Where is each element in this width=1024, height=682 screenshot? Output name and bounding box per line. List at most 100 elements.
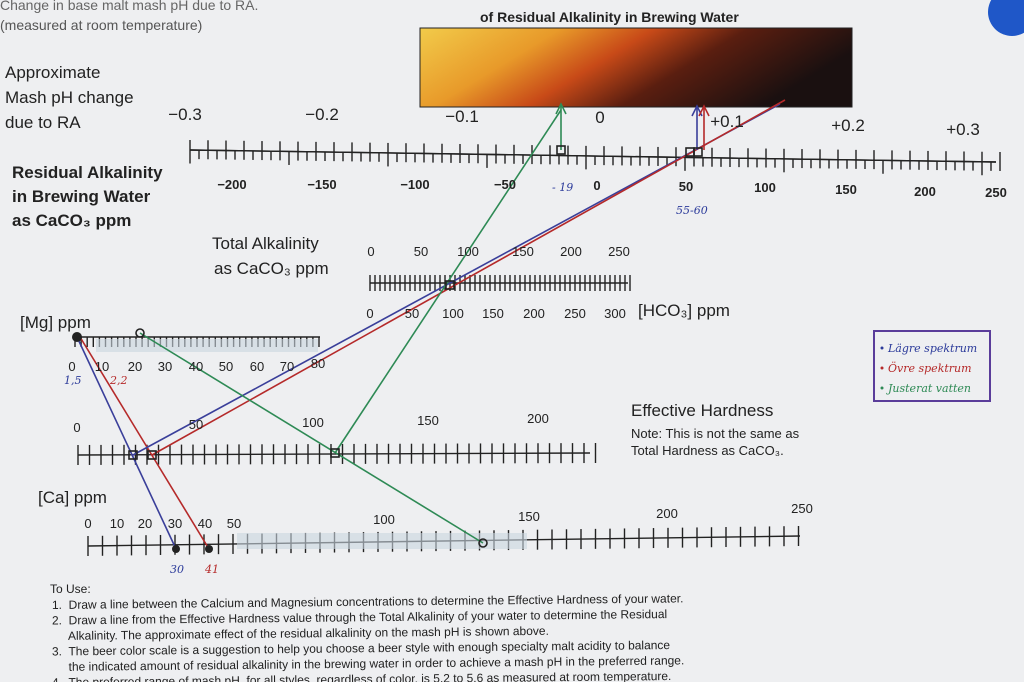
color-bar bbox=[419, 27, 853, 108]
tick-label: 100 bbox=[302, 415, 324, 430]
tick-label: 200 bbox=[914, 184, 936, 199]
instruction: 1. Draw a line between the Calcium and M… bbox=[52, 591, 684, 612]
tick-label: Total Alkalinity bbox=[212, 234, 319, 253]
annotation: 41 bbox=[204, 563, 219, 576]
axis-line bbox=[189, 149, 997, 163]
tick-label: Residual Alkalinity bbox=[12, 163, 163, 182]
tick-label: +0.2 bbox=[831, 116, 865, 135]
tick-label: 50 bbox=[189, 417, 203, 432]
annotation: 2,2 bbox=[109, 374, 128, 387]
tick-label: 30 bbox=[168, 516, 182, 531]
red-arrow bbox=[698, 104, 710, 150]
marker bbox=[172, 545, 180, 553]
marker bbox=[330, 448, 340, 458]
tick-label: in Brewing Water bbox=[12, 187, 151, 206]
tick-label: 70 bbox=[280, 359, 294, 374]
scale-label: [Ca] ppm bbox=[38, 488, 107, 507]
tick-label: −200 bbox=[217, 177, 246, 192]
tick-label: 100 bbox=[373, 512, 395, 527]
marker bbox=[147, 450, 157, 460]
tick-label: 0 bbox=[367, 244, 374, 259]
tick-label: 150 bbox=[835, 182, 857, 197]
tick-label: 50 bbox=[405, 306, 419, 321]
tick-label: −0.3 bbox=[168, 105, 202, 124]
tick-label: due to RA bbox=[5, 113, 81, 132]
annotation: - 19 bbox=[552, 181, 573, 194]
tick-label: 150 bbox=[512, 244, 534, 259]
tick-label: 40 bbox=[198, 516, 212, 531]
scale-label: [Mg] ppm bbox=[20, 313, 91, 332]
instruction: Alkalinity. The approximate effect of th… bbox=[52, 624, 549, 643]
tick-label: 50 bbox=[227, 516, 241, 531]
tick-label: 40 bbox=[189, 359, 203, 374]
marker bbox=[72, 332, 82, 342]
tick-label: Total Hardness as CaCO₃. bbox=[631, 443, 784, 458]
tick-label: Note: This is not the same as bbox=[631, 426, 800, 441]
tick-label: 200 bbox=[527, 411, 549, 426]
header-line: Change in base malt mash pH due to RA. bbox=[0, 0, 258, 13]
tick-label: 50 bbox=[414, 244, 428, 259]
axis-line bbox=[77, 452, 591, 456]
tick-label: 0 bbox=[366, 306, 373, 321]
blue-line bbox=[76, 336, 177, 550]
header-line: (measured at room temperature) bbox=[0, 17, 202, 33]
tick-label: 0 bbox=[593, 178, 600, 193]
shade bbox=[96, 339, 318, 352]
tick-label: 10 bbox=[95, 359, 109, 374]
shade bbox=[237, 533, 527, 549]
tick-label: 200 bbox=[656, 506, 678, 521]
tick-label: −100 bbox=[400, 177, 429, 192]
tick-label: as CaCO₃ ppm bbox=[214, 259, 329, 278]
tick-label: 100 bbox=[754, 180, 776, 195]
tick-label: +0.1 bbox=[710, 112, 744, 131]
red-line bbox=[151, 99, 786, 456]
scale-label: [HCO₃] ppm bbox=[638, 301, 730, 320]
scales bbox=[74, 140, 1001, 556]
instructions-heading: To Use: bbox=[50, 582, 91, 596]
annotation: 1,5 bbox=[64, 374, 82, 387]
marker bbox=[478, 538, 488, 548]
tick-label: Mash pH change bbox=[5, 88, 134, 107]
legend-entry: Lägre spektrum bbox=[887, 342, 977, 355]
legend-entry: Justerat vatten bbox=[886, 382, 971, 395]
tick-label: 30 bbox=[158, 359, 172, 374]
annotation: 55-60 bbox=[676, 204, 708, 217]
tick-label: 150 bbox=[482, 306, 504, 321]
legend-dot bbox=[880, 346, 884, 350]
tick-label: 100 bbox=[457, 244, 479, 259]
tick-label: 50 bbox=[219, 359, 233, 374]
tick-label: 10 bbox=[110, 516, 124, 531]
scale-label: Effective Hardness bbox=[631, 401, 773, 420]
tick-label: 150 bbox=[417, 413, 439, 428]
tick-label: 250 bbox=[791, 501, 813, 516]
tick-label: 0 bbox=[68, 359, 75, 374]
tick-label: 250 bbox=[985, 185, 1007, 200]
marker bbox=[128, 450, 138, 460]
tick-label: 150 bbox=[518, 509, 540, 524]
tick-label: 50 bbox=[679, 179, 693, 194]
tick-label: 0 bbox=[595, 108, 604, 127]
hand-lines bbox=[72, 99, 786, 553]
red-line bbox=[79, 336, 210, 550]
instruction: the indicated amount of residual alkalin… bbox=[52, 653, 684, 674]
tick-label: 20 bbox=[138, 516, 152, 531]
tick-label: 0 bbox=[73, 420, 80, 435]
legend-dot bbox=[880, 366, 884, 370]
tick-label: 200 bbox=[523, 306, 545, 321]
tick-label: +0.3 bbox=[946, 120, 980, 139]
tick-label: 200 bbox=[560, 244, 582, 259]
green-arrowhead bbox=[555, 102, 567, 115]
marker bbox=[205, 545, 213, 553]
marker bbox=[556, 145, 566, 155]
color-title: of Residual Alkalinity in Brewing Water bbox=[480, 9, 739, 25]
legend-entry: Övre spektrum bbox=[888, 361, 972, 375]
annotation: 30 bbox=[170, 563, 184, 576]
instruction: 3. The beer color scale is a suggestion … bbox=[52, 638, 671, 658]
instruction: 2. Draw a line from the Effective Hardne… bbox=[52, 607, 667, 627]
marker bbox=[135, 328, 145, 338]
tick-label: −50 bbox=[494, 177, 516, 192]
tick-label: 60 bbox=[250, 359, 264, 374]
labels: −0.3 −0.2 −0.1 0 +0.1 +0.2 +0.3 −200 −150 −100 −50… bbox=[5, 63, 1007, 682]
tick-label: 300 bbox=[604, 306, 626, 321]
